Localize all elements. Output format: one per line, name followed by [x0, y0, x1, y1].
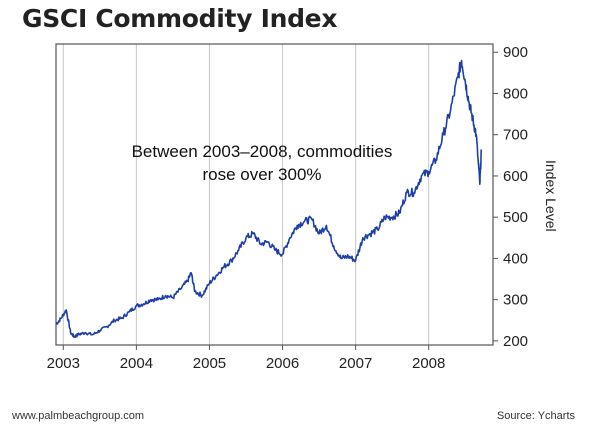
y-tick-label-900: 900 — [503, 44, 528, 61]
y-tick-label-800: 800 — [503, 85, 528, 102]
x-tick-label-2003: 2003 — [47, 355, 80, 372]
grid-layer — [62, 44, 430, 345]
x-tick-label-2007: 2007 — [339, 355, 372, 372]
plot-frame — [55, 43, 494, 346]
y-tick-label-600: 600 — [503, 168, 528, 185]
y-axis-label: Index Level — [543, 160, 559, 232]
y-tick-label-300: 300 — [503, 292, 528, 309]
y-tick-label-700: 700 — [503, 127, 528, 144]
x-tick-labels: 2003 2004 2005 2006 2007 2008 — [47, 345, 445, 372]
y-tick-labels: 200 300 400 500 600 700 800 900 — [493, 44, 528, 350]
y-tick-label-200: 200 — [503, 333, 528, 350]
chart-title: GSCI Commodity Index — [22, 4, 338, 33]
series-line — [55, 59, 483, 338]
x-tick-label-2005: 2005 — [193, 355, 226, 372]
footer-website: www.palmbeachgroup.com — [12, 410, 145, 422]
annotation-line-2: rose over 300% — [202, 165, 321, 184]
footer-source: Source: Ycharts — [496, 410, 575, 422]
x-tick-label-2004: 2004 — [120, 355, 153, 372]
x-tick-label-2008: 2008 — [412, 355, 445, 372]
x-tick-label-2006: 2006 — [266, 355, 299, 372]
annotation: Between 2003–2008, commodities rose over … — [132, 142, 393, 184]
y-tick-label-500: 500 — [503, 209, 528, 226]
annotation-line-1: Between 2003–2008, commodities — [132, 142, 393, 161]
y-tick-label-400: 400 — [503, 250, 528, 267]
